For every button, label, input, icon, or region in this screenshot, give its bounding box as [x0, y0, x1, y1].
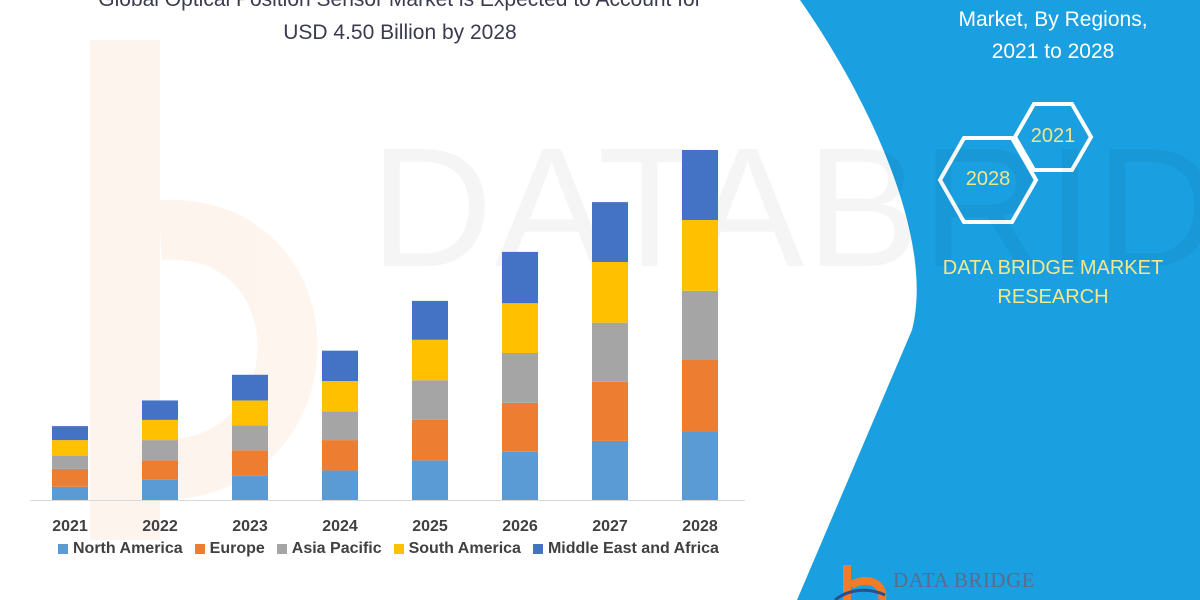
hex-label-2028: 2028 [965, 168, 1011, 190]
bar-segment-2023-middle-east-and-africa [232, 374, 268, 401]
bar-segment-2022-europe [142, 460, 178, 480]
x-tick-label: 2027 [592, 518, 628, 535]
bar-segment-2022-asia-pacific [142, 440, 178, 461]
bar-segment-2026-middle-east-and-africa [502, 251, 538, 304]
bar-segment-2027-north-america [592, 440, 628, 500]
bar-segment-2028-asia-pacific [682, 290, 718, 360]
bar-segment-2026-north-america [502, 451, 538, 500]
bar-segment-2025-europe [412, 419, 448, 461]
x-tick-label: 2023 [232, 518, 268, 535]
bar-segment-2024-asia-pacific [322, 411, 358, 441]
hexagon-2021-icon [1012, 102, 1094, 172]
bar-segment-2023-south-america [232, 400, 268, 426]
bar-segment-2021-north-america [52, 486, 88, 500]
legend-label: South America [408, 540, 521, 557]
logo-text: DATA BRIDGE [893, 568, 1036, 592]
bar-segment-2022-middle-east-and-africa [142, 400, 178, 420]
legend-label: Europe [209, 540, 265, 557]
legend-swatch [58, 544, 68, 554]
bar-segment-2027-asia-pacific [592, 322, 628, 382]
x-tick-label: 2021 [52, 518, 88, 535]
watermark-logo-icon [90, 40, 318, 540]
legend-label: Asia Pacific [291, 540, 382, 557]
x-tick-label: 2028 [682, 518, 718, 535]
bar-segment-2028-south-america [682, 220, 718, 291]
x-tick-label: 2024 [322, 518, 358, 535]
side-subtitle-line1: Market, By Regions, [958, 8, 1148, 31]
bar-segment-2024-south-america [322, 381, 358, 412]
bar-segment-2024-middle-east-and-africa [322, 350, 358, 381]
bar-segment-2025-north-america [412, 460, 448, 500]
bar-segment-2021-middle-east-and-africa [52, 426, 88, 441]
hexagon-2028-icon [937, 136, 1039, 224]
legend-item: South America [393, 540, 521, 558]
bar-segment-2026-south-america [502, 303, 538, 353]
bar-segment-2022-south-america [142, 419, 178, 441]
bar-segment-2026-asia-pacific [502, 353, 538, 403]
bar-segment-2021-south-america [52, 440, 88, 456]
bar-segment-2026-europe [502, 402, 538, 452]
bar-segment-2028-north-america [682, 431, 718, 500]
brand-line2: RESEARCH [997, 286, 1109, 308]
brand-line1: DATA BRIDGE MARKET [942, 257, 1164, 279]
legend-item: Asia Pacific [276, 540, 382, 558]
side-subtitle-line2: 2021 to 2028 [991, 40, 1115, 63]
legend-swatch [393, 544, 404, 554]
legend-item: Europe [194, 540, 265, 558]
bar-segment-2023-europe [232, 450, 268, 476]
legend-swatch [276, 544, 287, 554]
legend-item: Middle East and Africa [532, 540, 719, 558]
x-tick-label: 2025 [412, 518, 448, 535]
bar-segment-2022-north-america [142, 479, 178, 500]
bar-segment-2025-south-america [412, 339, 448, 381]
side-panel-background [797, 0, 1200, 600]
bar-segment-2028-europe [682, 360, 718, 432]
stacked-bar-chart: 2021 2022 2023 2024 2025 2026 2027 2028 [30, 150, 745, 535]
hex-label-2021: 2021 [1030, 125, 1076, 147]
bar-segment-2025-middle-east-and-africa [412, 300, 448, 340]
bar-segment-2021-europe [52, 468, 88, 487]
legend-label: Middle East and Africa [547, 540, 719, 557]
bar-segment-2025-asia-pacific [412, 380, 448, 420]
legend-swatch [532, 544, 543, 554]
bar-segment-2023-asia-pacific [232, 425, 268, 451]
bar-segment-2027-middle-east-and-africa [592, 202, 628, 262]
databridge-logo-icon [834, 565, 887, 600]
bar-segment-2028-middle-east-and-africa [682, 150, 718, 220]
legend-swatch [194, 544, 205, 554]
legend: North America Europe Asia Pacific South Ame… [58, 540, 719, 558]
chart-title-line2: USD 4.50 Billion by 2028 [283, 21, 517, 44]
bar-segment-2024-europe [322, 440, 358, 471]
bar-segment-2024-north-america [322, 470, 358, 500]
chart-title-line1: Global Optical Position Sensor Market is… [0, 0, 800, 13]
legend-label: North America [73, 540, 183, 557]
legend-item: North America [58, 540, 183, 558]
bar-segment-2021-asia-pacific [52, 455, 88, 469]
bar-segment-2027-europe [592, 381, 628, 441]
x-tick-label: 2026 [502, 518, 538, 535]
bar-segment-2023-north-america [232, 475, 268, 500]
bar-segment-2027-south-america [592, 262, 628, 323]
x-tick-label: 2022 [142, 518, 178, 535]
